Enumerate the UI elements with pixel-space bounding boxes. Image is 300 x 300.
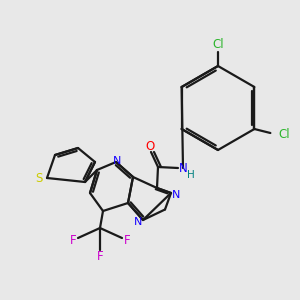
- Text: F: F: [124, 235, 130, 248]
- Text: N: N: [113, 156, 121, 166]
- Text: F: F: [97, 250, 103, 262]
- Text: O: O: [146, 140, 154, 152]
- Text: N: N: [172, 190, 180, 200]
- Text: N: N: [178, 161, 188, 175]
- Text: S: S: [35, 172, 43, 185]
- Text: F: F: [70, 235, 76, 248]
- Text: Cl: Cl: [278, 128, 290, 140]
- Text: H: H: [187, 170, 195, 180]
- Text: Cl: Cl: [212, 38, 224, 52]
- Text: N: N: [134, 217, 142, 227]
